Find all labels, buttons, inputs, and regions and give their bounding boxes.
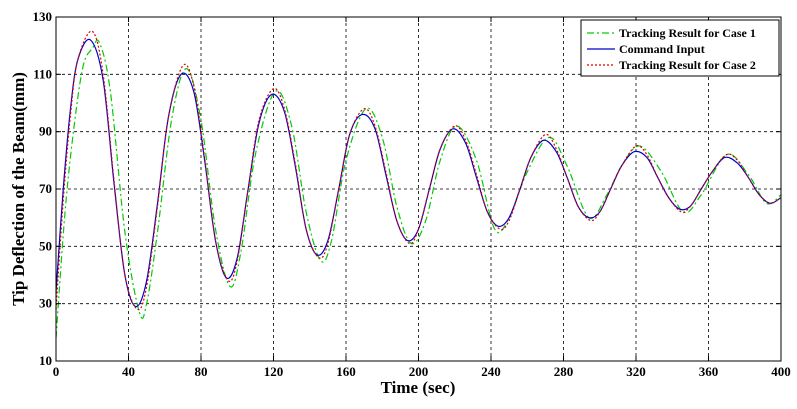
x-tick-label: 320 [626, 364, 646, 379]
x-tick-label: 120 [264, 364, 284, 379]
series-line-3 [55, 30, 782, 311]
y-tick-label: 110 [33, 66, 52, 81]
x-tick-label: 40 [122, 364, 135, 379]
y-tick-label: 10 [39, 353, 52, 368]
y-tick-label: 50 [39, 238, 52, 253]
y-tick-label: 130 [33, 9, 53, 24]
y-ticks: 10 30 50 70 90 110 130 [33, 9, 781, 368]
legend: Tracking Result for Case 1 Command Input T… [580, 19, 780, 77]
legend-label-1: Tracking Result for Case 1 [619, 26, 756, 40]
legend-label-2: Command Input [619, 42, 705, 56]
x-tick-label: 280 [554, 364, 574, 379]
x-tick-label: 80 [195, 364, 208, 379]
x-tick-label: 160 [336, 364, 356, 379]
legend-label-3: Tracking Result for Case 2 [619, 58, 756, 72]
y-tick-label: 70 [39, 181, 52, 196]
x-ticks: 0 40 80 120 160 200 240 280 320 360 400 [53, 17, 791, 379]
x-tick-label: 240 [481, 364, 501, 379]
y-axis-label: Tip Deflection of the Beam(mm) [9, 72, 28, 306]
x-tick-label: 360 [699, 364, 719, 379]
series-layer [55, 30, 782, 339]
series-line-1 [55, 39, 782, 339]
x-tick-label: 400 [771, 364, 791, 379]
legend-box [580, 19, 780, 77]
x-tick-label: 0 [53, 364, 60, 379]
y-tick-label: 90 [39, 124, 52, 139]
x-axis-label: Time (sec) [381, 378, 456, 397]
grid-lines [56, 17, 781, 361]
y-tick-label: 30 [39, 296, 52, 311]
x-tick-label: 200 [409, 364, 429, 379]
